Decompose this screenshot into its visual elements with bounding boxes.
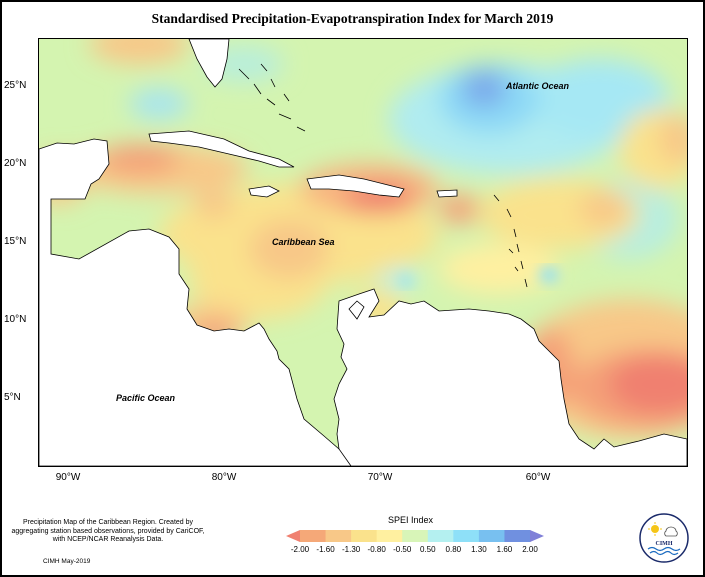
map-credit: Precipitation Map of the Caribbean Regio… [11, 519, 205, 543]
atlantic-ocean-label: Atlantic Ocean [506, 81, 570, 91]
legend-tick-label: 0.50 [419, 545, 436, 554]
legend-title: SPEI Index [388, 515, 434, 525]
spei-map-canvas [39, 39, 687, 466]
lon-label-60: 60°W [525, 472, 551, 483]
cimh-logo: CIMH [639, 513, 689, 563]
lon-label-90: 90°W [55, 472, 81, 483]
lon-label-80: 80°W [211, 472, 237, 483]
legend-tick-label: 1.60 [496, 545, 513, 554]
logo-text: CIMH [656, 541, 673, 547]
legend-tick-label: -1.60 [316, 545, 335, 554]
lat-label-15: 15°N [4, 236, 27, 247]
legend-tick-label: -0.50 [393, 545, 412, 554]
legend-swatch [504, 530, 531, 542]
island-outlines [238, 63, 528, 320]
land-masses [39, 39, 687, 466]
legend-arrow-high [530, 530, 544, 542]
legend-swatch [402, 530, 429, 542]
caribbean-sea-label: Caribbean Sea [272, 237, 335, 247]
legend-swatch [300, 530, 327, 542]
legend-swatch [478, 530, 505, 542]
spei-field [39, 39, 687, 439]
lat-label-5: 5°N [4, 392, 21, 403]
legend-tick-label: 0.80 [445, 545, 462, 554]
legend-colorbar [286, 530, 544, 542]
legend-swatch [427, 530, 454, 542]
lat-label-20: 20°N [4, 158, 27, 169]
legend-tick-label: 1.30 [471, 545, 487, 554]
legend-swatch [453, 530, 480, 542]
legend-tick-label: -2.00 [290, 545, 310, 554]
legend-swatch [376, 530, 403, 542]
legend-arrow-low [286, 530, 300, 542]
lat-label-10: 10°N [4, 314, 27, 325]
map-title: Standardised Precipitation-Evapotranspir… [151, 11, 554, 26]
pacific-ocean-label: Pacific Ocean [116, 393, 176, 403]
map-date: CIMH May-2019 [43, 558, 91, 565]
legend-tick-label: -0.80 [367, 545, 386, 554]
spei-map [38, 38, 688, 467]
legend-tick-label: 2.00 [522, 545, 538, 554]
legend-swatch [325, 530, 352, 542]
lon-label-70: 70°W [367, 472, 393, 483]
legend-swatches [286, 530, 544, 542]
legend-tick-label: -1.30 [341, 545, 361, 554]
lat-label-25: 25°N [4, 80, 27, 91]
legend-swatch [351, 530, 378, 542]
